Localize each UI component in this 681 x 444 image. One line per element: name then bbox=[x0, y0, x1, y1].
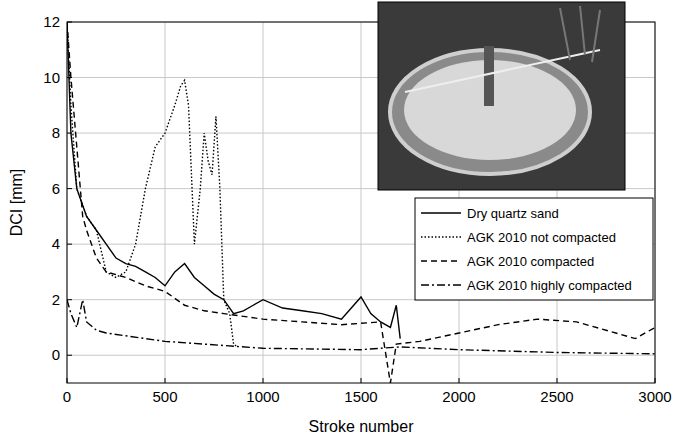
photo-ground bbox=[378, 2, 625, 190]
tick-label: 2500 bbox=[540, 388, 573, 405]
photo-probe bbox=[484, 46, 494, 106]
tick-label: 12 bbox=[43, 13, 60, 30]
tick bbox=[67, 355, 72, 356]
tick bbox=[165, 378, 166, 383]
legend-swatch bbox=[421, 284, 461, 285]
series-line bbox=[67, 300, 655, 354]
chart: 0 500 1000 1500 2000 2500 3000 0 2 4 6 8 10 12 Dry qua… bbox=[0, 0, 681, 444]
tick-label: 10 bbox=[43, 69, 60, 86]
tick bbox=[67, 244, 72, 245]
tick bbox=[67, 188, 72, 189]
grid-line bbox=[361, 22, 362, 383]
tick-label: 4 bbox=[52, 235, 60, 252]
series-group bbox=[67, 22, 655, 383]
tick-label: 1500 bbox=[344, 388, 377, 405]
grid-line bbox=[67, 355, 655, 356]
legend-label: Dry quartz sand bbox=[467, 206, 559, 221]
x-axis-title: Stroke number bbox=[309, 418, 415, 435]
y-axis-title: DCI [mm] bbox=[8, 169, 25, 237]
legend-box bbox=[415, 198, 653, 300]
legend-swatch bbox=[421, 212, 461, 213]
tick-label: 500 bbox=[152, 388, 177, 405]
tick bbox=[263, 378, 264, 383]
tick-label: 6 bbox=[52, 180, 60, 197]
series-line bbox=[67, 22, 655, 383]
tick bbox=[459, 378, 460, 383]
tick-label: 2 bbox=[52, 291, 60, 308]
tick-label: 0 bbox=[63, 388, 71, 405]
legend-label: AGK 2010 highly compacted bbox=[467, 278, 632, 293]
plot-area bbox=[67, 22, 655, 383]
tick-label: 0 bbox=[52, 346, 60, 363]
inset-photo bbox=[378, 2, 625, 190]
tick bbox=[557, 378, 558, 383]
photo-rod bbox=[405, 50, 600, 92]
plot-frame bbox=[67, 22, 655, 383]
tick-label: 2000 bbox=[442, 388, 475, 405]
legend-label: AGK 2010 compacted bbox=[467, 254, 594, 269]
photo-plant bbox=[560, 6, 600, 62]
legend: Dry quartz sand AGK 2010 not compacted AGK… bbox=[415, 198, 653, 300]
legend-swatch bbox=[421, 260, 461, 261]
tick-label: 8 bbox=[52, 124, 60, 141]
grid-line bbox=[263, 22, 264, 383]
grid-line bbox=[165, 22, 166, 383]
legend-swatch bbox=[421, 236, 461, 237]
series-line bbox=[67, 22, 238, 347]
legend-label: AGK 2010 not compacted bbox=[467, 230, 616, 245]
tick bbox=[361, 378, 362, 383]
tick-label: 1000 bbox=[246, 388, 279, 405]
series-line bbox=[67, 22, 400, 339]
tick-label: 3000 bbox=[638, 388, 671, 405]
